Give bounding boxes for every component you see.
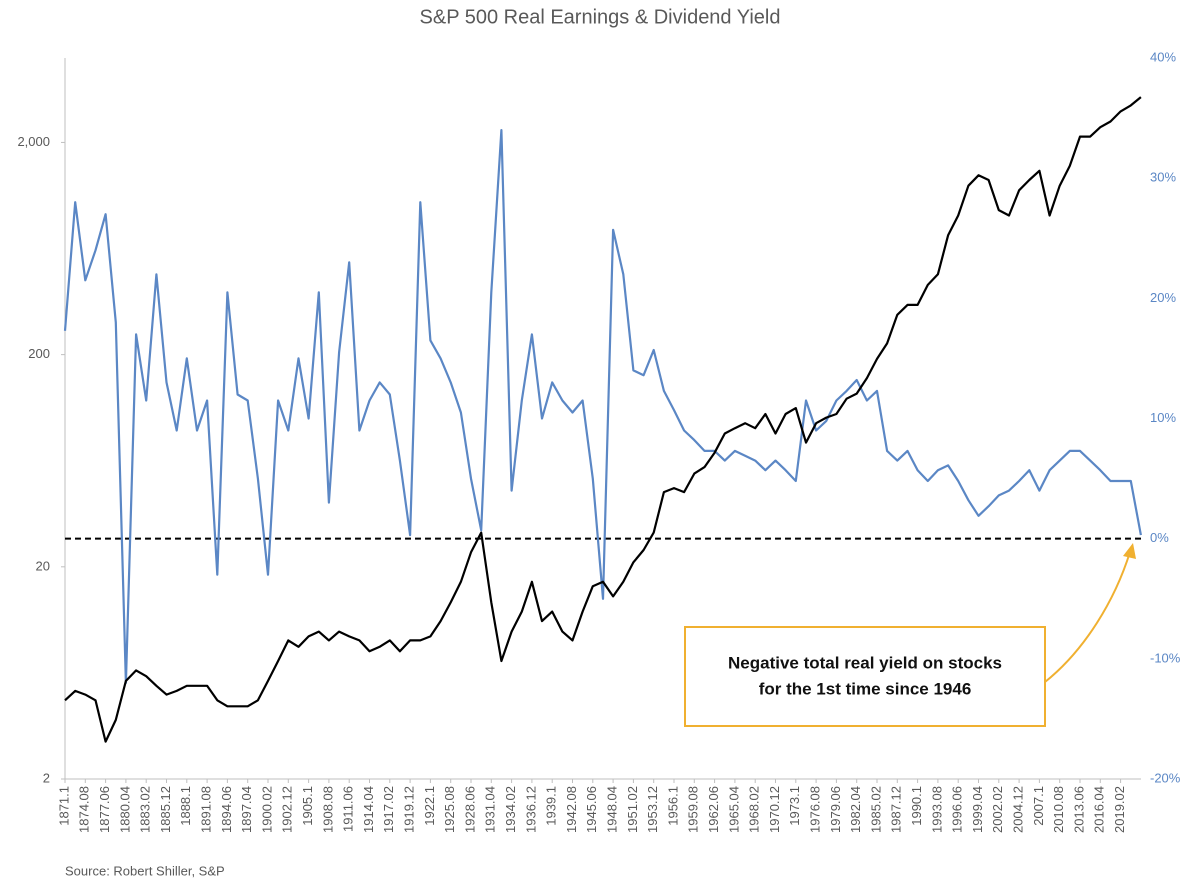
y2-tick-label: -10%	[1150, 650, 1181, 665]
x-tick-label: 1962.06	[706, 786, 721, 833]
x-tick-label: 1999.04	[970, 786, 985, 833]
x-tick-label: 1976.08	[808, 786, 823, 833]
y2-tick-label: -20%	[1150, 770, 1181, 785]
x-tick-label: 1911.06	[341, 786, 356, 832]
x-tick-label: 1894.06	[219, 786, 234, 833]
series-line	[64, 96, 1142, 743]
x-tick-label: 1934.02	[503, 786, 518, 833]
x-tick-label: 1939.1	[544, 786, 559, 826]
x-tick-label: 1891.08	[199, 786, 214, 833]
y2-tick-label: 20%	[1150, 290, 1176, 305]
x-tick-label: 1905.1	[300, 786, 315, 826]
x-tick-label: 1874.08	[77, 786, 92, 833]
x-tick-label: 1908.08	[320, 786, 335, 833]
x-tick-label: 2016.04	[1092, 786, 1107, 833]
annotation-arrow	[1044, 551, 1131, 683]
x-tick-label: 1956.1	[665, 786, 680, 826]
x-tick-label: 1925.08	[442, 786, 457, 833]
x-tick-label: 1888.1	[178, 786, 193, 826]
x-tick-label: 2007.1	[1031, 786, 1046, 826]
x-tick-label: 1951.02	[625, 786, 640, 833]
x-tick-label: 1953.12	[645, 786, 660, 833]
annotation-text: for the 1st time since 1946	[759, 679, 972, 698]
y-tick-label: 2	[43, 770, 50, 785]
x-tick-label: 2013.06	[1071, 786, 1086, 833]
y2-tick-label: 0%	[1150, 530, 1169, 545]
x-tick-label: 1883.02	[138, 786, 153, 833]
annotation-text: Negative total real yield on stocks	[728, 653, 1002, 672]
x-tick-label: 1959.08	[686, 786, 701, 833]
x-tick-label: 1973.1	[787, 786, 802, 826]
x-tick-label: 1942.08	[564, 786, 579, 833]
x-tick-label: 2010.08	[1051, 786, 1066, 833]
x-tick-label: 2019.02	[1112, 786, 1127, 833]
x-tick-label: 1885.12	[158, 786, 173, 833]
x-tick-label: 1922.1	[422, 786, 437, 826]
x-tick-label: 1968.02	[747, 786, 762, 833]
x-tick-label: 1914.04	[361, 786, 376, 833]
x-tick-label: 1948.04	[605, 786, 620, 833]
x-tick-label: 1928.06	[462, 786, 477, 833]
x-tick-label: 1897.04	[239, 786, 254, 833]
chart-title: S&P 500 Real Earnings & Dividend Yield	[420, 6, 781, 28]
annotation-arrowhead	[1123, 543, 1136, 559]
x-tick-label: 1871.1	[56, 786, 71, 826]
x-tick-label: 1993.08	[929, 786, 944, 833]
y2-tick-label: 10%	[1150, 410, 1176, 425]
x-tick-label: 1996.06	[950, 786, 965, 833]
x-tick-label: 1902.12	[280, 786, 295, 833]
source: Source: Robert Shiller, S&P	[65, 863, 225, 878]
x-tick-label: 1945.06	[584, 786, 599, 833]
x-tick-label: 1970.12	[767, 786, 782, 833]
x-tick-label: 1982.04	[848, 786, 863, 833]
y-tick-label: 20	[36, 558, 50, 573]
y2-tick-label: 40%	[1150, 49, 1176, 64]
x-tick-label: 1877.06	[97, 786, 112, 833]
x-tick-label: 1979.06	[828, 786, 843, 833]
x-tick-label: 2002.02	[990, 786, 1005, 833]
annotation-box	[684, 626, 1046, 727]
x-tick-label: 1880.04	[117, 786, 132, 833]
y-tick-label: 2,000	[17, 134, 50, 149]
x-tick-label: 1900.02	[259, 786, 274, 833]
series-line	[63, 129, 1142, 684]
x-tick-label: 1919.12	[402, 786, 417, 833]
x-tick-label: 1931.04	[483, 786, 498, 833]
x-tick-label: 1985.02	[868, 786, 883, 833]
x-tick-label: 1917.02	[381, 786, 396, 833]
x-tick-label: 1990.1	[909, 786, 924, 826]
x-tick-label: 1965.04	[726, 786, 741, 833]
x-tick-label: 2004.12	[1011, 786, 1026, 833]
y2-tick-label: 30%	[1150, 170, 1176, 185]
y-tick-label: 200	[28, 346, 50, 361]
x-tick-label: 1936.12	[523, 786, 538, 833]
x-tick-label: 1987.12	[889, 786, 904, 833]
